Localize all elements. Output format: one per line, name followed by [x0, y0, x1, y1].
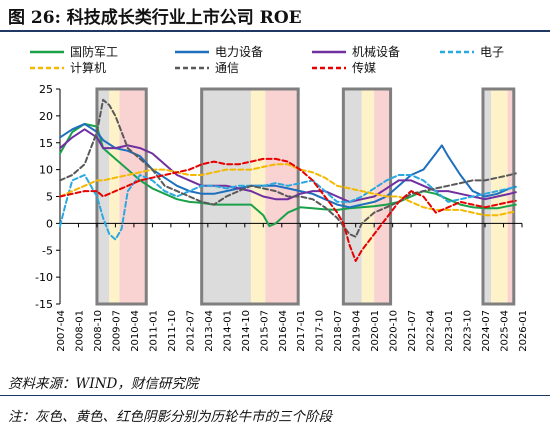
series-line-6 — [59, 157, 517, 262]
x-tick-label: 2019-04 — [352, 310, 363, 352]
bull-market-shading — [96, 89, 514, 304]
axes: -15 -10 -5 0 5 10 15 20 25 2007-04 2008-01 2008-10 2… — [35, 83, 529, 352]
y-tick-label: 10 — [39, 164, 53, 177]
series-line-5 — [59, 98, 517, 238]
x-tick-label: 2022-04 — [426, 310, 437, 352]
y-tick-label: 25 — [39, 83, 53, 96]
series-lines — [59, 98, 517, 262]
x-tick-label: 2021-07 — [407, 310, 418, 352]
shade-yellow-4 — [250, 89, 266, 304]
figure-title-bar: 图 26: 科技成长类行业上市公司 ROE — [0, 0, 550, 32]
y-tick-label: -15 — [35, 298, 53, 311]
footer-rule — [0, 395, 550, 396]
x-tick-label: 2017-01 — [296, 310, 307, 352]
roe-line-chart: -15 -10 -5 0 5 10 15 20 25 2007-04 2008-01 2008-10 2… — [30, 44, 529, 352]
x-tick-label: 2020-10 — [389, 310, 400, 352]
x-tick-label: 2015-07 — [259, 310, 270, 352]
shade-red-8 — [374, 89, 391, 304]
x-tick-label: 2023-10 — [463, 310, 474, 352]
x-tick-label: 2014-01 — [222, 310, 233, 352]
y-tick-label: 15 — [39, 137, 53, 150]
x-tick-label: 2017-10 — [315, 310, 326, 352]
shading-note: 注：灰色、黄色、红色阴影分别为历轮牛市的三个阶段 — [8, 409, 332, 425]
figure-title: 图 26: 科技成长类行业上市公司 ROE — [8, 7, 302, 28]
x-tick-label: 2011-01 — [148, 310, 159, 352]
x-tick-label: 2008-10 — [93, 310, 104, 352]
bull-box-2 — [341, 87, 393, 306]
shade-gray-6 — [343, 89, 362, 304]
y-tick-label: -10 — [35, 271, 53, 284]
x-tick-label: 2007-04 — [56, 310, 67, 352]
x-tick-label: 2012-07 — [185, 310, 196, 352]
legend-label-2: 机械设备 — [352, 44, 400, 59]
legend-label-4: 计算机 — [70, 60, 106, 75]
shade-red-11 — [507, 89, 514, 304]
x-tick-label: 2016-04 — [278, 310, 289, 352]
x-tick-label: 2020-01 — [370, 310, 381, 352]
y-tick-label: 0 — [46, 217, 53, 230]
x-tick-label: 2010-04 — [130, 310, 141, 352]
x-tick-label: 2026-01 — [518, 310, 529, 352]
legend-label-5: 通信 — [215, 61, 239, 75]
shade-yellow-7 — [361, 89, 375, 304]
x-tick-label: 2024-07 — [481, 310, 492, 352]
y-tick-label: 5 — [46, 191, 53, 204]
x-tick-label: 2025-04 — [500, 310, 511, 352]
legend-label-0: 国防军工 — [70, 44, 118, 59]
y-tick-label: -5 — [42, 244, 53, 257]
y-tick-label: 20 — [39, 110, 53, 123]
series-line-2 — [59, 128, 517, 203]
series-line-3 — [59, 174, 517, 241]
shade-red-2 — [119, 89, 147, 304]
x-tick-label: 2014-10 — [241, 310, 252, 352]
x-tick-label: 2013-04 — [204, 310, 215, 352]
x-tick-label: 2018-07 — [333, 310, 344, 352]
legend-label-6: 传媒 — [352, 60, 376, 75]
x-tick-label: 2009-07 — [111, 310, 122, 352]
series-line-4 — [59, 163, 517, 217]
bull-market-boxes — [95, 87, 516, 306]
source-note: 资料来源：WIND，财信研究院 — [8, 376, 199, 392]
legend-label-3: 电子 — [480, 45, 504, 59]
x-tick-label: 2011-10 — [167, 310, 178, 352]
shade-yellow-1 — [109, 89, 120, 304]
x-tick-label: 2023-01 — [444, 310, 455, 352]
legend-label-1: 电力设备 — [215, 45, 263, 59]
x-tick-label: 2008-01 — [74, 310, 85, 352]
